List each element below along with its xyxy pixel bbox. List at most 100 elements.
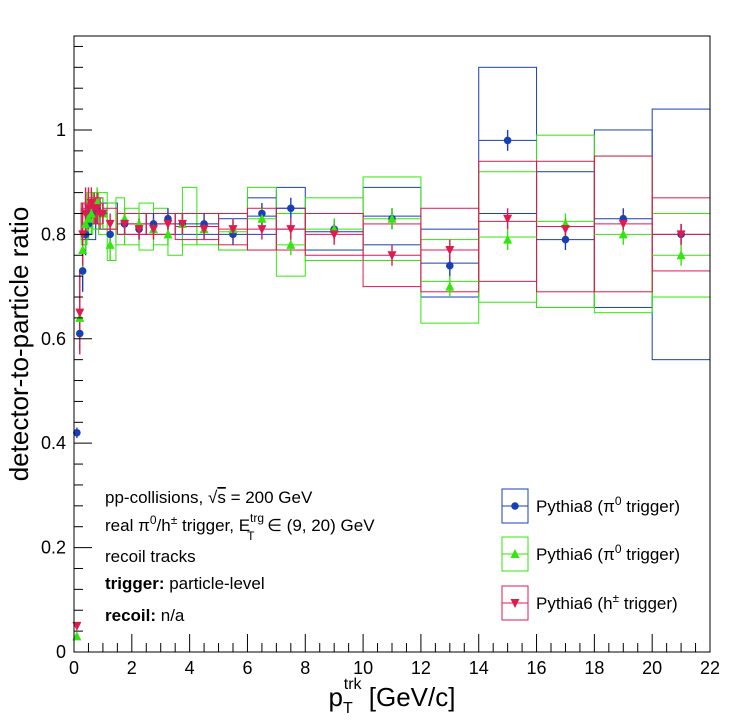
- annotation-line-2-pre: real π: [105, 516, 150, 535]
- marker-s1-2: [78, 245, 88, 255]
- x-tick-label-8: 16: [527, 658, 547, 678]
- marker-s0-2: [78, 267, 87, 275]
- legend-label-pythia6-pi0-pre: Pythia6 (π: [536, 545, 615, 564]
- marker-s2-22: [445, 246, 455, 256]
- marker-s2-12: [134, 225, 144, 235]
- x-tick-label-9: 18: [584, 658, 604, 678]
- marker-s2-5: [86, 199, 96, 209]
- marker-s2-18: [257, 225, 267, 235]
- annotation-line-4-rest: particle-level: [165, 574, 265, 593]
- annotation-line-2-suptrg: trg: [250, 511, 264, 525]
- annotation-line-2-post: ∈ (9, 20) GeV: [262, 516, 375, 535]
- annotation-line-1-rest: = 200 GeV: [226, 488, 313, 507]
- annotation-line-4-bold: trigger:: [105, 574, 165, 593]
- legend-label-pythia6-pi0: Pythia6 (π0 trigger): [536, 542, 680, 564]
- y-tick-label-4: 0.8: [41, 224, 66, 244]
- legend-entry-pythia6-hpm: Pythia6 (h± trigger): [501, 585, 678, 621]
- x-tick-label-4: 8: [300, 658, 310, 678]
- x-tick-label-7: 14: [469, 658, 489, 678]
- annotation-line-2-subT: T: [247, 529, 255, 543]
- x-tick-label-0: 0: [69, 658, 79, 678]
- y-tick-label-0: 0: [56, 642, 66, 662]
- marker-s2-1: [75, 308, 85, 318]
- marker-s1-12: [163, 229, 173, 239]
- marker-s0-22: [561, 235, 570, 244]
- annotation-block: pp-collisions, √s = 200 GeV real π0/h± t…: [105, 488, 375, 625]
- axes: 0 2 4 6 8 10 12 14 16 18 20 22 0 0.2 0.4 0.6 0.8 1: [41, 45, 720, 678]
- legend-marker-pythia6-hpm: [510, 599, 520, 608]
- marker-s0-8: [106, 230, 114, 239]
- legend-entry-pythia6-pi0: Pythia6 (π0 trigger): [501, 536, 680, 572]
- x-tick-label-10: 20: [642, 658, 662, 678]
- marker-s1-5: [86, 208, 96, 218]
- marker-s2-15: [177, 219, 187, 229]
- marker-s2-21: [387, 251, 397, 261]
- x-tick-label-3: 6: [242, 658, 252, 678]
- x-axis-title-sup: trk: [344, 676, 363, 693]
- annotation-line-5-bold: recoil:: [105, 606, 156, 625]
- sqrt-symbol: √: [208, 488, 218, 507]
- marker-s2-25: [618, 219, 628, 229]
- y-tick-label-3: 0.6: [41, 329, 66, 349]
- x-axis-title-main: p: [329, 682, 343, 712]
- marker-s1-3: [81, 218, 91, 228]
- marker-s0-20: [446, 261, 454, 270]
- marker-s1-4: [83, 213, 93, 223]
- marker-s1-24: [676, 250, 686, 260]
- annotation-line-5-rest: n/a: [156, 606, 185, 625]
- x-axis-title-unit: [GeV/c]: [362, 682, 456, 712]
- annotation-line-2-sup: 0: [150, 513, 157, 527]
- legend-label-pythia8-pi0-post: trigger): [622, 497, 681, 516]
- marker-s1-19: [387, 213, 397, 223]
- legend-label-pythia6-hpm-pre: Pythia6 (h: [536, 594, 613, 613]
- annotation-line-1-text: pp-collisions,: [105, 488, 208, 507]
- legend-label-pythia6-pi0-sup: 0: [615, 542, 622, 556]
- marker-s1-20: [445, 281, 455, 291]
- legend-label-pythia8-pi0-pre: Pythia8 (π: [536, 497, 615, 516]
- y-tick-label-2: 0.4: [41, 433, 66, 453]
- y-axis-title: detector-to-particle ratio: [4, 207, 34, 482]
- x-tick-label-6: 12: [411, 658, 431, 678]
- annotation-line-2: real π0/h± trigger, Etrg T ∈ (9, 20) GeV: [105, 511, 375, 543]
- annotation-line-2-mid: /h: [157, 516, 171, 535]
- legend-marker-pythia8-pi0: [511, 502, 519, 510]
- legend-marker-pythia6-pi0: [510, 549, 520, 558]
- legend-label-pythia6-pi0-post: trigger): [622, 545, 681, 564]
- marker-s1-0: [72, 631, 82, 641]
- marker-s2-11: [120, 219, 130, 229]
- x-tick-label-2: 4: [185, 658, 195, 678]
- sqrt-arg: s: [217, 488, 226, 507]
- marker-s0-21: [503, 136, 512, 145]
- marker-s2-20: [329, 230, 339, 240]
- x-tick-label-1: 2: [127, 658, 137, 678]
- marker-s2-19: [286, 225, 296, 235]
- marker-s0-0: [73, 428, 81, 437]
- data-markers: [72, 136, 686, 641]
- marker-s2-14: [163, 219, 173, 229]
- x-axis-title: pTtrk [GeV/c]: [329, 676, 456, 717]
- marker-s2-7: [92, 204, 102, 214]
- marker-s1-17: [286, 239, 296, 249]
- annotation-line-2-mid2: trigger, E: [177, 516, 250, 535]
- annotation-line-1: pp-collisions, √s = 200 GeV: [105, 488, 313, 507]
- legend-entry-pythia8-pi0: Pythia8 (π0 trigger): [501, 488, 681, 524]
- legend: Pythia8 (π0 trigger) Pythia6 (π0 trigger…: [501, 488, 681, 621]
- legend-label-pythia6-hpm-sup: ±: [613, 591, 620, 605]
- y-tick-label-5: 1: [56, 120, 66, 140]
- legend-label-pythia6-hpm-post: trigger): [619, 594, 678, 613]
- marker-s1-8: [105, 239, 115, 249]
- annotation-line-2-suppm: ±: [171, 513, 178, 527]
- annotation-line-3: recoil tracks: [105, 547, 196, 566]
- marker-s2-9: [98, 209, 108, 219]
- x-tick-label-11: 22: [700, 658, 720, 678]
- marker-s1-23: [618, 229, 628, 239]
- x-tick-label-5: 10: [353, 658, 373, 678]
- legend-label-pythia8-pi0-sup: 0: [615, 494, 622, 508]
- marker-s1-21: [503, 234, 513, 244]
- marker-s2-16: [199, 225, 209, 235]
- annotation-line-5: recoil: n/a: [105, 606, 185, 625]
- marker-s2-13: [149, 225, 158, 235]
- marker-s2-17: [228, 225, 238, 235]
